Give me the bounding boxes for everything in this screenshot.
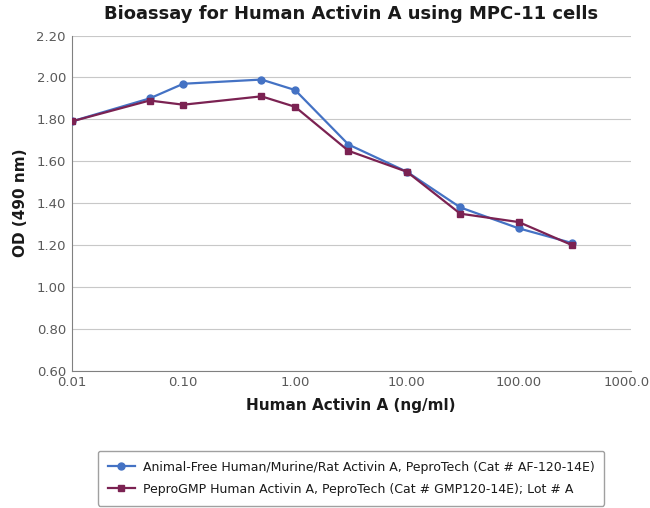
PeproGMP Human Activin A, PeproTech (Cat # GMP120-14E); Lot # A (179, 102, 187, 108)
Line: PeproGMP Human Activin A, PeproTech (Cat # GMP120-14E); Lot # A: PeproGMP Human Activin A, PeproTech (Cat… (68, 93, 575, 248)
Animal-Free Human/Murine/Rat Activin A, PeproTech (Cat # AF-120-14E) (456, 204, 464, 210)
PeproGMP Human Activin A, PeproTech (Cat # GMP120-14E); Lot # A (515, 219, 523, 225)
PeproGMP Human Activin A, PeproTech (Cat # GMP120-14E); Lot # A (456, 211, 464, 217)
Animal-Free Human/Murine/Rat Activin A, PeproTech (Cat # AF-120-14E) (403, 169, 411, 175)
Y-axis label: OD (490 nm): OD (490 nm) (13, 149, 28, 258)
Animal-Free Human/Murine/Rat Activin A, PeproTech (Cat # AF-120-14E) (515, 226, 523, 232)
Animal-Free Human/Murine/Rat Activin A, PeproTech (Cat # AF-120-14E) (344, 141, 352, 147)
Line: Animal-Free Human/Murine/Rat Activin A, PeproTech (Cat # AF-120-14E): Animal-Free Human/Murine/Rat Activin A, … (68, 76, 575, 246)
Animal-Free Human/Murine/Rat Activin A, PeproTech (Cat # AF-120-14E) (179, 81, 187, 87)
Animal-Free Human/Murine/Rat Activin A, PeproTech (Cat # AF-120-14E) (68, 118, 75, 124)
Animal-Free Human/Murine/Rat Activin A, PeproTech (Cat # AF-120-14E) (291, 87, 299, 93)
PeproGMP Human Activin A, PeproTech (Cat # GMP120-14E); Lot # A (344, 148, 352, 154)
PeproGMP Human Activin A, PeproTech (Cat # GMP120-14E); Lot # A (68, 118, 75, 124)
Animal-Free Human/Murine/Rat Activin A, PeproTech (Cat # AF-120-14E) (257, 77, 265, 83)
PeproGMP Human Activin A, PeproTech (Cat # GMP120-14E); Lot # A (291, 104, 299, 110)
PeproGMP Human Activin A, PeproTech (Cat # GMP120-14E); Lot # A (403, 169, 411, 175)
PeproGMP Human Activin A, PeproTech (Cat # GMP120-14E); Lot # A (257, 93, 265, 100)
PeproGMP Human Activin A, PeproTech (Cat # GMP120-14E); Lot # A (568, 242, 576, 248)
Animal-Free Human/Murine/Rat Activin A, PeproTech (Cat # AF-120-14E) (568, 240, 576, 246)
Legend: Animal-Free Human/Murine/Rat Activin A, PeproTech (Cat # AF-120-14E), PeproGMP H: Animal-Free Human/Murine/Rat Activin A, … (98, 451, 604, 505)
Animal-Free Human/Murine/Rat Activin A, PeproTech (Cat # AF-120-14E) (146, 96, 153, 102)
Title: Bioassay for Human Activin A using MPC-11 cells: Bioassay for Human Activin A using MPC-1… (104, 5, 598, 23)
PeproGMP Human Activin A, PeproTech (Cat # GMP120-14E); Lot # A (146, 98, 153, 104)
X-axis label: Human Activin A (ng/ml): Human Activin A (ng/ml) (246, 398, 456, 412)
